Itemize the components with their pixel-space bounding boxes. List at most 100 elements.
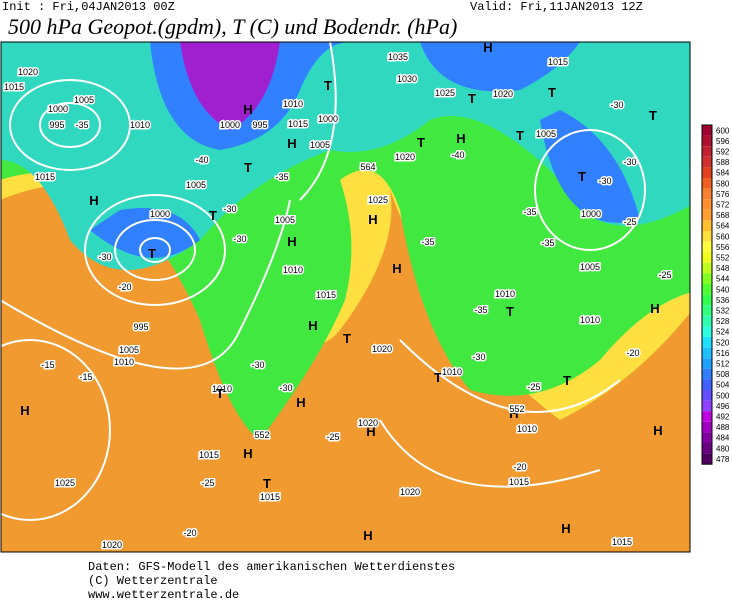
contour-label: -35	[474, 305, 487, 315]
contour-label: -40	[451, 150, 464, 160]
pressure-center: H	[287, 234, 296, 249]
pressure-center: H	[308, 318, 317, 333]
colorbar-swatch	[702, 231, 712, 242]
contour-label: 1025	[368, 195, 388, 205]
colorbar-label: 488	[716, 423, 730, 432]
contour-label: 1000	[581, 209, 601, 219]
contour-label: 1015	[199, 450, 219, 460]
contour-label: 1005	[119, 345, 139, 355]
colorbar-label: 508	[716, 370, 730, 379]
contour-label: -35	[421, 237, 434, 247]
contour-label: 552	[509, 404, 524, 414]
contour-label: -35	[275, 172, 288, 182]
contour-label: 1030	[397, 74, 417, 84]
contour-label: 1015	[288, 119, 308, 129]
colorbar-label: 536	[716, 296, 730, 305]
contour-label: 1005	[186, 180, 206, 190]
contour-label: 1010	[114, 357, 134, 367]
contour-label: 1015	[260, 492, 280, 502]
colorbar-swatch	[702, 262, 712, 274]
contour-label: 1000	[220, 120, 240, 130]
colorbar-swatch	[702, 305, 712, 316]
colorbar-swatch	[702, 315, 712, 327]
colorbar-swatch	[702, 125, 712, 136]
contour-label: 1005	[275, 215, 295, 225]
pressure-center: T	[216, 386, 224, 401]
pressure-center: T	[578, 169, 586, 184]
contour-label: -35	[523, 207, 536, 217]
contour-label: 1015	[316, 290, 336, 300]
pressure-center: H	[561, 521, 570, 536]
contour-label: 1000	[318, 114, 338, 124]
contour-label: 1020	[102, 540, 122, 550]
pressure-center: T	[209, 208, 217, 223]
colorbar-label: 524	[716, 328, 730, 337]
pressure-center: H	[653, 423, 662, 438]
init-time: Init : Fri,04JAN2013 00Z	[2, 0, 175, 14]
colorbar-swatch	[702, 220, 712, 231]
colorbar-swatch	[702, 209, 712, 221]
colorbar-swatch	[702, 411, 712, 422]
pressure-center: H	[483, 40, 492, 55]
pressure-center: H	[243, 102, 252, 117]
contour-label: -30	[279, 383, 292, 393]
pressure-center: H	[20, 403, 29, 418]
pressure-center: H	[89, 193, 98, 208]
contour-label: 1015	[4, 82, 24, 92]
contour-label: -35	[75, 120, 88, 130]
contour-label: 995	[252, 120, 267, 130]
contour-label: -20	[513, 462, 526, 472]
pressure-center: H	[456, 131, 465, 146]
contour-label: 1010	[283, 265, 303, 275]
contour-label: -25	[326, 432, 339, 442]
colorbar-label: 540	[716, 285, 730, 294]
colorbar-swatch	[702, 188, 712, 200]
colorbar-label: 588	[716, 158, 730, 167]
pressure-center: T	[548, 85, 556, 100]
map-frame	[0, 41, 691, 553]
contour-label: 1000	[48, 104, 68, 114]
contour-label: 1015	[612, 537, 632, 547]
contour-label: 1000	[150, 209, 170, 219]
copyright: (C) Wetterzentrale	[88, 574, 218, 588]
colorbar-label: 532	[716, 307, 730, 316]
colorbar-swatch	[702, 358, 712, 369]
colorbar-label: 516	[716, 349, 730, 358]
pressure-center: T	[506, 304, 514, 319]
colorbar-swatch	[702, 347, 712, 359]
contour-label: -30	[472, 352, 485, 362]
pressure-center: T	[516, 128, 524, 143]
colorbar-swatch	[702, 156, 712, 168]
colorbar-label: 544	[716, 275, 730, 284]
contour-label: 1010	[517, 424, 537, 434]
contour-label: 1015	[548, 57, 568, 67]
colorbar-label: 478	[716, 455, 730, 464]
contour-label: -20	[118, 282, 131, 292]
contour-label: 1015	[509, 477, 529, 487]
contour-label: -25	[201, 478, 214, 488]
pressure-center: H	[368, 212, 377, 227]
colorbar-swatch	[702, 135, 712, 147]
colorbar-swatch	[702, 294, 712, 306]
colorbar-label: 572	[716, 201, 730, 210]
contour-label: 995	[49, 120, 64, 130]
contour-label: 1010	[495, 289, 515, 299]
pressure-center: H	[363, 528, 372, 543]
colorbar-swatch	[702, 453, 712, 465]
pressure-center: T	[244, 160, 252, 175]
colorbar-label: 492	[716, 413, 730, 422]
contour-label: 1035	[388, 52, 408, 62]
contour-label: -20	[183, 528, 196, 538]
colorbar-label: 592	[716, 148, 730, 157]
pressure-center: T	[417, 135, 425, 150]
contour-label: 1020	[358, 418, 378, 428]
contour-label: 1005	[74, 95, 94, 105]
colorbar-swatch	[702, 284, 712, 295]
contour-label: 1015	[35, 172, 55, 182]
contour-label: -15	[41, 360, 54, 370]
pressure-center: T	[263, 476, 271, 491]
contour-label: 1020	[18, 67, 38, 77]
colorbar-label: 520	[716, 338, 730, 347]
